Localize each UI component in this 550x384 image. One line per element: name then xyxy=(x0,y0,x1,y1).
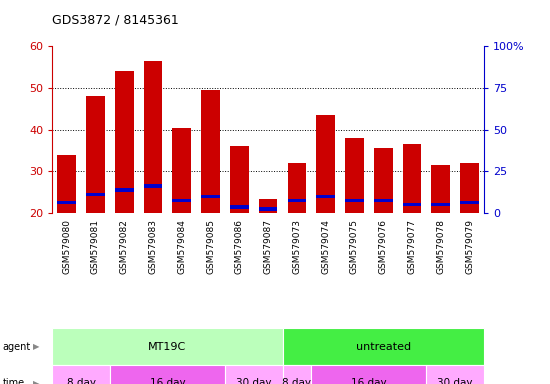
Text: MT19C: MT19C xyxy=(148,341,186,352)
Text: GSM579077: GSM579077 xyxy=(408,219,416,274)
Bar xyxy=(86,96,105,213)
Bar xyxy=(172,127,191,213)
Bar xyxy=(283,365,311,384)
Bar xyxy=(258,199,278,213)
Bar xyxy=(201,195,220,198)
Bar xyxy=(426,365,484,384)
Bar xyxy=(288,199,306,202)
Text: GDS3872 / 8145361: GDS3872 / 8145361 xyxy=(52,14,179,27)
Text: 30 day: 30 day xyxy=(236,378,272,384)
Text: GSM579085: GSM579085 xyxy=(206,219,215,274)
Text: GSM579075: GSM579075 xyxy=(350,219,359,274)
Text: ▶: ▶ xyxy=(33,379,40,384)
Bar xyxy=(201,90,220,213)
Text: GSM579083: GSM579083 xyxy=(148,219,157,274)
Bar xyxy=(283,328,484,365)
Bar xyxy=(115,189,134,192)
Bar xyxy=(403,203,421,207)
Text: GSM579087: GSM579087 xyxy=(263,219,273,274)
Bar xyxy=(345,199,364,202)
Bar xyxy=(225,365,283,384)
Bar xyxy=(144,184,162,188)
Text: untreated: untreated xyxy=(356,341,411,352)
Bar xyxy=(345,138,364,213)
Bar xyxy=(311,365,426,384)
Bar xyxy=(316,115,335,213)
Text: GSM579074: GSM579074 xyxy=(321,219,330,274)
Bar xyxy=(258,207,278,210)
Bar xyxy=(86,193,105,196)
Text: 16 day: 16 day xyxy=(351,378,387,384)
Bar xyxy=(288,163,306,213)
Bar xyxy=(230,205,249,209)
Bar xyxy=(316,195,335,198)
Text: ▶: ▶ xyxy=(33,342,40,351)
Text: GSM579079: GSM579079 xyxy=(465,219,474,274)
Bar xyxy=(431,203,450,207)
Text: GSM579082: GSM579082 xyxy=(120,219,129,274)
Bar xyxy=(374,148,393,213)
Text: GSM579078: GSM579078 xyxy=(436,219,446,274)
Text: 16 day: 16 day xyxy=(150,378,185,384)
Bar xyxy=(403,144,421,213)
Text: 8 day: 8 day xyxy=(67,378,96,384)
Text: agent: agent xyxy=(3,341,31,352)
Text: GSM579073: GSM579073 xyxy=(293,219,301,274)
Bar xyxy=(172,199,191,202)
Bar xyxy=(460,201,479,204)
Bar xyxy=(110,365,225,384)
Text: 30 day: 30 day xyxy=(437,378,473,384)
Bar xyxy=(374,199,393,202)
Text: time: time xyxy=(3,378,25,384)
Text: 8 day: 8 day xyxy=(282,378,311,384)
Bar xyxy=(230,146,249,213)
Text: GSM579086: GSM579086 xyxy=(235,219,244,274)
Text: GSM579084: GSM579084 xyxy=(177,219,186,274)
Bar xyxy=(431,165,450,213)
Bar xyxy=(460,163,479,213)
Bar xyxy=(52,365,110,384)
Bar xyxy=(57,201,76,204)
Text: GSM579080: GSM579080 xyxy=(62,219,71,274)
Bar xyxy=(144,61,162,213)
Bar xyxy=(115,71,134,213)
Bar xyxy=(52,328,283,365)
Bar xyxy=(57,155,76,213)
Text: GSM579076: GSM579076 xyxy=(379,219,388,274)
Text: GSM579081: GSM579081 xyxy=(91,219,100,274)
